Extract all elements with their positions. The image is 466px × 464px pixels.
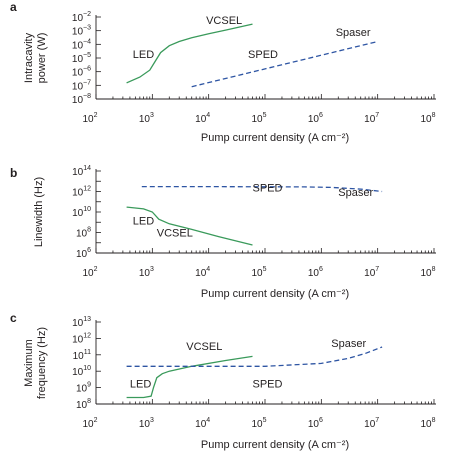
- curve-label: SPED: [253, 183, 283, 195]
- x-axis-title: Pump current density (A cm⁻²): [201, 132, 349, 144]
- y-tick-label: 10−5: [72, 52, 91, 65]
- x-tick-label: 106: [308, 417, 323, 430]
- x-tick-label: 108: [420, 266, 435, 279]
- x-tick-label: 107: [364, 417, 379, 430]
- series-line-sped-spaser: [191, 40, 378, 88]
- y-tick-label: 108: [76, 227, 91, 240]
- x-tick-label: 103: [139, 112, 154, 125]
- y-tick-label: 10−7: [72, 79, 91, 92]
- x-tick-label: 104: [195, 266, 210, 279]
- x-tick-label: 102: [82, 417, 97, 430]
- curve-label: SPED: [253, 379, 283, 391]
- x-tick-label: 104: [195, 112, 210, 125]
- series-line-led-vcsel: [126, 206, 253, 246]
- curve-label: VCSEL: [186, 341, 222, 353]
- x-tick-label: 102: [82, 266, 97, 279]
- y-axis-title: Maximumfrequency (Hz): [23, 327, 48, 399]
- y-tick-label: 10−4: [72, 38, 91, 51]
- y-tick-label: 1012: [72, 332, 91, 345]
- series-line-sped-spaser: [126, 346, 383, 367]
- x-tick-label: 103: [139, 266, 154, 279]
- curve-label: Spaser: [338, 187, 373, 199]
- x-axis-title: Pump current density (A cm⁻²): [201, 288, 349, 300]
- x-tick-label: 106: [308, 112, 323, 125]
- y-tick-label: 1011: [73, 349, 91, 362]
- x-axis-title: Pump current density (A cm⁻²): [201, 439, 349, 451]
- panel-b: b 102 103 104 105 106 107 108 106 108 1010 1012 1014…: [10, 165, 436, 300]
- x-tick-label: 102: [82, 112, 97, 125]
- y-tick-label: 10−6: [72, 66, 91, 79]
- x-tick-label: 105: [251, 266, 266, 279]
- x-tick-label: 106: [308, 266, 323, 279]
- x-tick-label: 108: [420, 417, 435, 430]
- panel-letter: b: [10, 166, 17, 180]
- x-tick-label: 105: [251, 112, 266, 125]
- curve-label: VCSEL: [206, 15, 242, 27]
- series-line-sped-spaser: [141, 185, 383, 193]
- curve-label: SPED: [248, 49, 278, 61]
- y-tick-label: 1013: [72, 316, 91, 329]
- y-tick-label: 1010: [72, 206, 91, 219]
- curve-label: LED: [133, 49, 154, 61]
- y-tick-label: 108: [76, 398, 91, 411]
- x-tick-label: 107: [364, 112, 379, 125]
- y-tick-label: 109: [76, 382, 91, 395]
- panel-letter: a: [10, 0, 17, 14]
- y-tick-label: 1010: [72, 365, 91, 378]
- x-tick-label: 107: [364, 266, 379, 279]
- y-tick-label: 106: [76, 247, 91, 260]
- y-tick-label: 1014: [72, 165, 91, 178]
- panel-c: c 102 103 104 105 106 107 108 108 109 1010 1011 1012…: [10, 311, 436, 451]
- x-tick-label: 103: [139, 417, 154, 430]
- panel-letter: c: [10, 311, 17, 325]
- series-line-led-vcsel: [126, 355, 253, 399]
- y-tick-label: 10−2: [72, 11, 91, 24]
- x-tick-label: 105: [251, 417, 266, 430]
- y-axis-title: Intracavitypower (W): [23, 32, 48, 83]
- x-tick-label: 108: [420, 112, 435, 125]
- y-tick-label: 10−3: [72, 25, 91, 38]
- curve-label: LED: [130, 379, 151, 391]
- curve-label: LED: [133, 216, 154, 228]
- y-tick-label: 1012: [72, 186, 91, 199]
- curve-label: Spaser: [336, 27, 371, 39]
- series-line-led-vcsel: [126, 23, 253, 84]
- x-tick-label: 104: [195, 417, 210, 430]
- curve-label: Spaser: [331, 338, 366, 350]
- y-tick-label: 10−8: [72, 93, 91, 106]
- curve-label: VCSEL: [157, 228, 193, 240]
- y-axis-title: Linewidth (Hz): [33, 177, 45, 247]
